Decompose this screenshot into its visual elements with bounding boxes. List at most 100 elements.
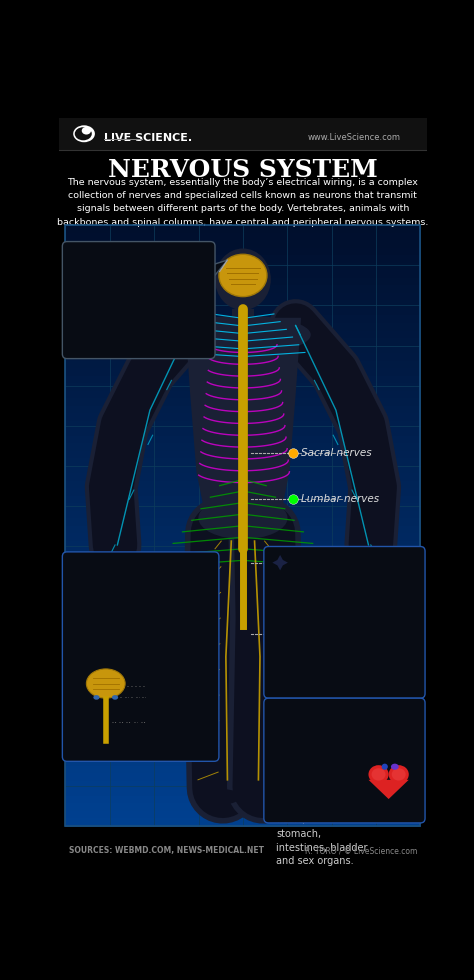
FancyBboxPatch shape (65, 233, 420, 241)
FancyBboxPatch shape (65, 323, 420, 331)
Text: Retina: Retina (148, 693, 180, 703)
FancyBboxPatch shape (65, 548, 420, 557)
FancyBboxPatch shape (65, 668, 420, 676)
FancyBboxPatch shape (65, 458, 420, 466)
FancyBboxPatch shape (65, 713, 420, 721)
FancyBboxPatch shape (65, 518, 420, 526)
FancyBboxPatch shape (65, 406, 420, 414)
FancyBboxPatch shape (65, 248, 420, 256)
Text: R. TORO / © LiveScience.com: R. TORO / © LiveScience.com (305, 846, 417, 856)
Ellipse shape (219, 254, 267, 297)
Text: are nerves that connect
the brain to the eyes,
mouth, ears and other
parts of th: are nerves that connect the brain to the… (75, 294, 194, 346)
Ellipse shape (112, 695, 118, 700)
FancyBboxPatch shape (65, 361, 420, 368)
Polygon shape (273, 555, 288, 570)
FancyBboxPatch shape (65, 773, 420, 782)
Ellipse shape (389, 765, 409, 784)
FancyBboxPatch shape (65, 391, 420, 399)
Ellipse shape (82, 126, 91, 134)
FancyBboxPatch shape (65, 683, 420, 692)
Text: LIVE SCIENCE.: LIVE SCIENCE. (104, 132, 192, 143)
FancyBboxPatch shape (65, 383, 420, 391)
FancyBboxPatch shape (264, 698, 425, 823)
Text: Peripheral
Nervous System: Peripheral Nervous System (276, 561, 389, 588)
Polygon shape (368, 780, 409, 799)
FancyBboxPatch shape (65, 811, 420, 819)
FancyBboxPatch shape (65, 699, 420, 707)
Text: are nerves that connect
the central
nervous
system to the
lungs,
heart,
stomach,: are nerves that connect the central nerv… (276, 748, 393, 866)
Text: is the integration and
command center of the
body. It consists of the
brain, spi: is the integration and command center of… (75, 601, 192, 667)
FancyBboxPatch shape (65, 414, 420, 421)
FancyBboxPatch shape (65, 330, 420, 339)
FancyBboxPatch shape (65, 556, 420, 564)
FancyBboxPatch shape (65, 766, 420, 774)
Text: Spinal
cord: Spinal cord (148, 711, 179, 733)
Ellipse shape (206, 789, 240, 805)
Ellipse shape (382, 763, 388, 770)
FancyBboxPatch shape (65, 473, 420, 481)
Text: SOURCES: WEBMD.COM, NEWS-MEDICAL.NET: SOURCES: WEBMD.COM, NEWS-MEDICAL.NET (69, 846, 264, 856)
FancyBboxPatch shape (65, 488, 420, 497)
Ellipse shape (215, 249, 271, 310)
FancyBboxPatch shape (65, 480, 420, 489)
Text: Sacral nerves: Sacral nerves (301, 449, 372, 459)
FancyBboxPatch shape (65, 270, 420, 278)
FancyBboxPatch shape (65, 375, 420, 384)
FancyBboxPatch shape (65, 744, 420, 752)
FancyBboxPatch shape (65, 609, 420, 616)
FancyBboxPatch shape (65, 443, 420, 452)
FancyBboxPatch shape (104, 139, 143, 140)
Ellipse shape (86, 669, 125, 698)
FancyBboxPatch shape (65, 796, 420, 805)
FancyBboxPatch shape (63, 242, 215, 359)
FancyBboxPatch shape (65, 638, 420, 647)
FancyBboxPatch shape (65, 804, 420, 811)
FancyBboxPatch shape (65, 728, 420, 737)
FancyBboxPatch shape (65, 525, 420, 534)
FancyBboxPatch shape (65, 346, 420, 354)
FancyBboxPatch shape (65, 225, 420, 233)
Text: Brain: Brain (148, 681, 174, 691)
FancyBboxPatch shape (65, 623, 420, 631)
Text: www.LiveScience.com: www.LiveScience.com (307, 133, 400, 142)
FancyBboxPatch shape (65, 496, 420, 504)
Ellipse shape (368, 765, 389, 784)
FancyBboxPatch shape (65, 564, 420, 571)
Ellipse shape (175, 316, 311, 354)
Ellipse shape (246, 789, 280, 805)
FancyBboxPatch shape (65, 256, 420, 264)
FancyBboxPatch shape (65, 759, 420, 766)
FancyBboxPatch shape (65, 631, 420, 639)
FancyBboxPatch shape (65, 541, 420, 549)
Ellipse shape (391, 763, 399, 770)
FancyBboxPatch shape (65, 420, 420, 429)
Text: Autonomic
Nervous System: Autonomic Nervous System (276, 712, 389, 740)
FancyBboxPatch shape (65, 466, 420, 474)
FancyBboxPatch shape (65, 818, 420, 827)
FancyBboxPatch shape (65, 338, 420, 346)
FancyBboxPatch shape (65, 285, 420, 294)
Text: Cervical nerves: Cervical nerves (301, 629, 381, 639)
FancyBboxPatch shape (59, 118, 427, 150)
Ellipse shape (73, 125, 95, 142)
FancyBboxPatch shape (65, 533, 420, 542)
FancyBboxPatch shape (65, 781, 420, 789)
Text: The nervous system, essentially the body’s electrical wiring, is a complex
colle: The nervous system, essentially the body… (57, 178, 428, 226)
Text: Lumbar nerves: Lumbar nerves (301, 494, 379, 504)
FancyBboxPatch shape (65, 570, 420, 579)
FancyBboxPatch shape (65, 436, 420, 444)
FancyBboxPatch shape (65, 353, 420, 362)
FancyBboxPatch shape (65, 316, 420, 323)
Text: Cranial
Nervous System: Cranial Nervous System (75, 258, 187, 286)
Ellipse shape (75, 127, 92, 140)
FancyBboxPatch shape (264, 547, 425, 698)
FancyBboxPatch shape (65, 661, 420, 669)
FancyBboxPatch shape (65, 503, 420, 512)
FancyBboxPatch shape (65, 586, 420, 594)
Text: Central
Nervous System: Central Nervous System (75, 565, 187, 594)
FancyBboxPatch shape (232, 309, 254, 330)
Text: consists of sensory
neurons, ganglia
(clusters of neurons)
and nerves that con-
: consists of sensory neurons, ganglia (cl… (276, 596, 383, 690)
FancyBboxPatch shape (65, 706, 420, 714)
FancyBboxPatch shape (65, 751, 420, 760)
FancyBboxPatch shape (65, 240, 420, 249)
